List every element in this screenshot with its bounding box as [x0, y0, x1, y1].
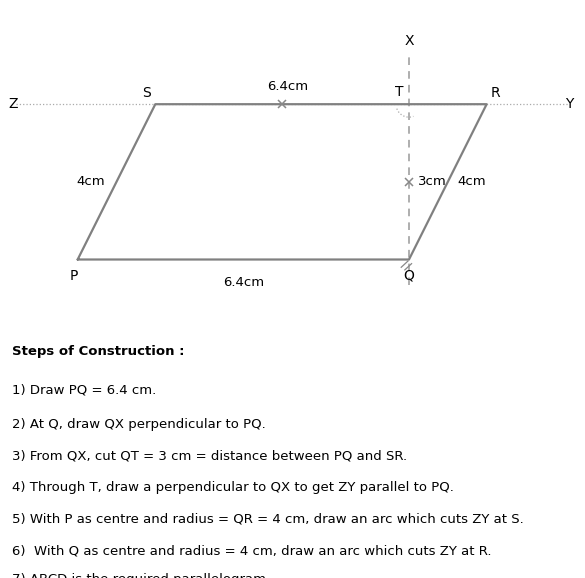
- Text: R: R: [491, 86, 500, 100]
- Text: Q: Q: [404, 269, 414, 283]
- Text: 4) Through T, draw a perpendicular to QX to get ZY parallel to PQ.: 4) Through T, draw a perpendicular to QX…: [12, 481, 453, 494]
- Text: Y: Y: [565, 97, 574, 111]
- Text: 6.4cm: 6.4cm: [223, 276, 264, 289]
- Text: 7) ABCD is the required parallelogram.: 7) ABCD is the required parallelogram.: [12, 573, 270, 578]
- Text: S: S: [142, 86, 151, 100]
- Text: T: T: [395, 85, 404, 99]
- Text: P: P: [70, 269, 78, 283]
- Text: 6.4cm: 6.4cm: [267, 80, 308, 93]
- Text: 4cm: 4cm: [77, 175, 105, 188]
- Text: 5) With P as centre and radius = QR = 4 cm, draw an arc which cuts ZY at S.: 5) With P as centre and radius = QR = 4 …: [12, 513, 524, 525]
- Text: X: X: [404, 34, 414, 49]
- Text: 6)  With Q as centre and radius = 4 cm, draw an arc which cuts ZY at R.: 6) With Q as centre and radius = 4 cm, d…: [12, 544, 491, 557]
- Text: 4cm: 4cm: [457, 175, 486, 188]
- Text: Steps of Construction :: Steps of Construction :: [12, 345, 184, 358]
- Text: 3cm: 3cm: [418, 175, 447, 188]
- Text: 3) From QX, cut QT = 3 cm = distance between PQ and SR.: 3) From QX, cut QT = 3 cm = distance bet…: [12, 449, 407, 462]
- Text: 2) At Q, draw QX perpendicular to PQ.: 2) At Q, draw QX perpendicular to PQ.: [12, 418, 266, 431]
- Text: 1) Draw PQ = 6.4 cm.: 1) Draw PQ = 6.4 cm.: [12, 384, 156, 397]
- Text: Z: Z: [9, 97, 18, 111]
